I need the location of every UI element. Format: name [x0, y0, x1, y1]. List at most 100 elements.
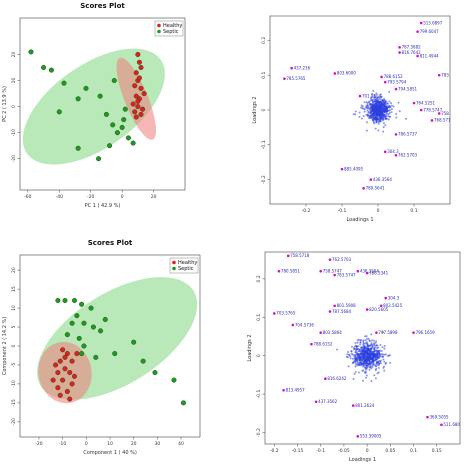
- loading-label: 785.5765: [286, 76, 306, 81]
- loading-marker: [440, 423, 443, 427]
- x-tick-label: -0.15: [292, 448, 304, 454]
- data-point-septic: [48, 67, 54, 73]
- legend-swatch-healthy: [172, 260, 176, 265]
- x-tick-label: 0: [121, 194, 124, 200]
- y-tick-label: 0: [256, 354, 262, 357]
- loading-point: [370, 333, 373, 336]
- loading-label: 801.2624: [355, 403, 375, 408]
- loading-point: [382, 122, 385, 125]
- loading-label: 437.236: [294, 66, 311, 71]
- x-tick-label: 30: [155, 441, 161, 447]
- loading-point: [369, 114, 372, 117]
- loading-point: [398, 110, 401, 113]
- loading-point: [371, 93, 374, 96]
- loading-point: [355, 363, 358, 366]
- loading-point: [365, 350, 368, 353]
- loading-point: [369, 351, 372, 354]
- loading-label: 803.5425: [383, 303, 403, 308]
- loading-point: [358, 356, 361, 359]
- loading-point: [378, 352, 381, 355]
- loading-point: [351, 357, 354, 360]
- loading-marker: [310, 342, 313, 346]
- data-point-healthy: [138, 65, 144, 71]
- data-point-septic: [152, 370, 158, 376]
- loading-point: [378, 107, 381, 110]
- loading-point: [381, 100, 384, 103]
- y-axis-label: PC 2 ( 13.9 %): [2, 86, 8, 122]
- y-tick-label: 0: [11, 105, 17, 108]
- loading-label: 513.6897: [423, 20, 443, 25]
- loading-label: 553.39005: [360, 434, 382, 439]
- loading-point: [384, 109, 387, 112]
- loading-marker: [365, 308, 369, 311]
- data-point-healthy: [64, 389, 70, 395]
- loading-point: [362, 342, 365, 345]
- loading-point: [370, 106, 373, 109]
- loading-marker: [277, 269, 281, 273]
- data-point-healthy: [140, 106, 146, 112]
- loading-label: 768.5718: [434, 118, 454, 123]
- loading-point: [357, 371, 360, 374]
- y-axis-label: Component 2 ( 14.2 %): [2, 317, 8, 375]
- loading-point: [381, 113, 384, 116]
- loading-point: [354, 349, 357, 352]
- data-point-septic: [90, 324, 96, 330]
- loading-point: [352, 360, 355, 363]
- loading-label: 778.5747: [423, 107, 443, 112]
- loading-marker: [333, 72, 337, 75]
- loading-label: 816.6242: [327, 376, 347, 381]
- loading-label: 787.5684: [332, 309, 352, 314]
- loading-point: [354, 110, 357, 113]
- legend-box: [154, 20, 184, 37]
- loading-point: [382, 358, 385, 361]
- loading-point: [383, 360, 386, 363]
- loading-point: [368, 368, 371, 371]
- data-point-septic: [180, 400, 186, 406]
- loading-point: [382, 106, 385, 109]
- loading-point: [365, 105, 368, 108]
- loading-point: [385, 112, 388, 115]
- loading-marker: [394, 153, 398, 157]
- loading-marker: [375, 331, 378, 334]
- loading-point: [362, 344, 365, 347]
- y-tick-label: 20: [11, 51, 17, 57]
- loading-point: [374, 346, 377, 349]
- data-point-healthy: [74, 351, 80, 357]
- loading-label: 701.5604: [362, 93, 382, 98]
- data-point-septic: [97, 93, 103, 99]
- loading-point: [371, 353, 374, 356]
- data-point-septic: [71, 298, 77, 304]
- loading-point: [364, 351, 367, 354]
- loading-point: [363, 362, 366, 365]
- legend-entry: Healthy: [178, 260, 197, 266]
- loading-point: [369, 358, 372, 361]
- loading-label: 703.5765: [276, 311, 296, 316]
- loading-point: [369, 115, 372, 118]
- loading-point: [361, 350, 364, 353]
- loading-point: [395, 116, 398, 119]
- loading-point: [372, 89, 375, 92]
- loading-marker: [362, 187, 365, 190]
- loading-point: [367, 111, 370, 114]
- loading-label: 816.7642: [402, 50, 422, 55]
- loading-marker: [369, 178, 373, 181]
- data-point-septic: [74, 313, 80, 319]
- loading-point: [363, 110, 366, 113]
- loading-point: [397, 101, 400, 104]
- data-point-healthy: [57, 358, 63, 364]
- loading-point: [375, 110, 378, 113]
- loading-point: [373, 98, 376, 101]
- loading-point: [365, 101, 368, 104]
- data-point-healthy: [69, 381, 75, 387]
- loading-point: [363, 101, 366, 104]
- data-point-septic: [41, 65, 47, 71]
- loading-label: 788.6152: [313, 341, 333, 346]
- loading-point: [384, 100, 387, 103]
- x-tick-label: -20: [87, 194, 94, 200]
- loading-label: 437.3562: [318, 399, 338, 404]
- loading-point: [375, 120, 378, 123]
- x-tick-label: -0.1: [316, 448, 325, 454]
- loading-point: [365, 335, 368, 338]
- loading-label: 796.1659: [416, 330, 436, 335]
